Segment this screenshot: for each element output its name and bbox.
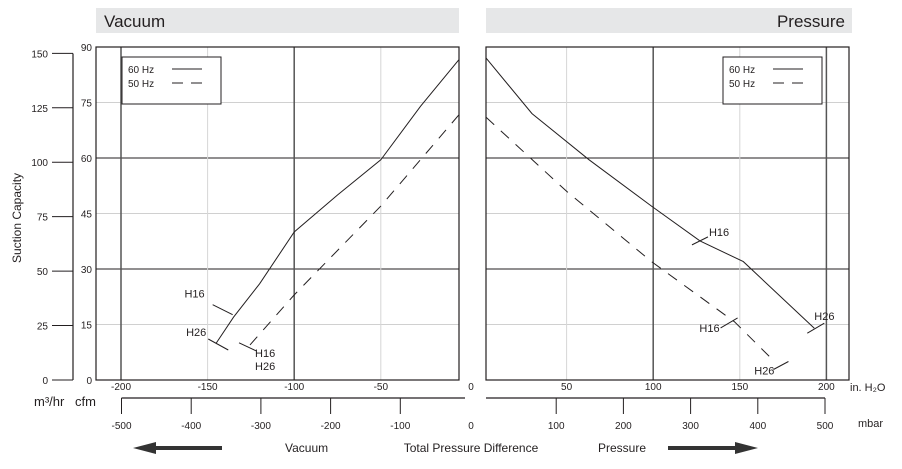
cfm-tick-label: 30 <box>81 265 93 276</box>
annotation-label: H16 <box>709 227 729 239</box>
x-tick-label: -150 <box>198 382 218 393</box>
x-tick-label: 200 <box>818 382 835 393</box>
mbar-tick-label: 500 <box>817 421 834 432</box>
cfm-tick-label: 15 <box>81 321 93 332</box>
y-axis-label: Suction Capacity <box>10 173 24 263</box>
x-tick-label: 150 <box>731 382 748 393</box>
zero-mbar-label: 0 <box>468 421 474 432</box>
legend-label: 60 Hz <box>128 65 154 76</box>
vacuum-header <box>96 8 459 33</box>
cfm-tick-label: 0 <box>86 376 92 387</box>
x-tick-label: -100 <box>284 382 304 393</box>
series-line-50hz <box>249 114 460 346</box>
pressure-label: Pressure <box>598 441 646 455</box>
m3hr-tick-label: 150 <box>31 49 48 60</box>
mbar-tick-label: -300 <box>251 421 271 432</box>
m3hr-tick-label: 125 <box>31 104 48 115</box>
mbar-tick-label: -200 <box>321 421 341 432</box>
vacuum-label: Vacuum <box>285 441 328 455</box>
m3hr-tick-label: 50 <box>37 267 49 278</box>
annotation-tick <box>773 361 789 370</box>
legend-label: 50 Hz <box>128 79 154 90</box>
annotation-label: H16 <box>184 289 204 301</box>
annotation-tick <box>807 322 825 334</box>
annotation-label: H26 <box>255 361 275 373</box>
annotation-tick <box>212 304 233 316</box>
x-tick-label: 50 <box>561 382 573 393</box>
pressure-arrow-icon <box>668 442 758 454</box>
cfm-unit: cfm <box>75 394 96 409</box>
vacuum-title: Vacuum <box>104 12 165 31</box>
annotation-label: H16 <box>699 323 719 335</box>
vacuum-arrow-icon <box>133 442 222 454</box>
mbar-tick-label: 200 <box>615 421 632 432</box>
series-line-50hz <box>485 116 775 362</box>
legend-label: 60 Hz <box>729 65 755 76</box>
annotation-label: H26 <box>814 311 834 323</box>
m3hr-tick-label: 0 <box>42 376 48 387</box>
series-line-60hz <box>215 59 460 344</box>
series-line-60hz <box>485 57 815 329</box>
cfm-tick-label: 45 <box>81 210 93 221</box>
mbar-tick-label: 100 <box>548 421 565 432</box>
m3hr-unit: m³/hr <box>34 394 65 409</box>
annotation-tick <box>720 317 738 329</box>
plot-frame <box>95 46 460 381</box>
total-pressure-label: Total Pressure Difference <box>404 441 539 455</box>
mbar-tick-label: -400 <box>181 421 201 432</box>
annotation-tick <box>238 342 257 352</box>
annotation-label: H16 <box>255 348 275 360</box>
mbar-unit: mbar <box>858 418 883 430</box>
annotation-tick <box>208 338 229 351</box>
mbar-tick-label: -500 <box>111 421 131 432</box>
x-tick-label: 100 <box>645 382 662 393</box>
x-tick-label: -50 <box>374 382 389 393</box>
mbar-tick-label: 400 <box>749 421 766 432</box>
cfm-tick-label: 90 <box>81 43 93 54</box>
legend-box <box>722 56 823 105</box>
annotation-label: H26 <box>754 366 774 378</box>
m3hr-tick-label: 25 <box>37 322 49 333</box>
cfm-tick-label: 60 <box>81 154 93 165</box>
legend-box <box>121 56 222 105</box>
inh2o-unit: in. H₂O <box>850 382 886 394</box>
m3hr-tick-label: 75 <box>37 213 49 224</box>
x-tick-label: -200 <box>111 382 131 393</box>
mbar-tick-label: 300 <box>682 421 699 432</box>
annotation-tick <box>691 236 709 246</box>
pressure-title: Pressure <box>777 12 845 31</box>
pressure-header <box>486 8 852 33</box>
cfm-tick-label: 75 <box>81 99 93 110</box>
legend-label: 50 Hz <box>729 79 755 90</box>
m3hr-tick-label: 100 <box>31 158 48 169</box>
zero-inh2o-label: 0 <box>468 382 474 393</box>
mbar-tick-label: -100 <box>390 421 410 432</box>
annotation-label: H26 <box>186 327 206 339</box>
plot-frame <box>485 46 850 381</box>
